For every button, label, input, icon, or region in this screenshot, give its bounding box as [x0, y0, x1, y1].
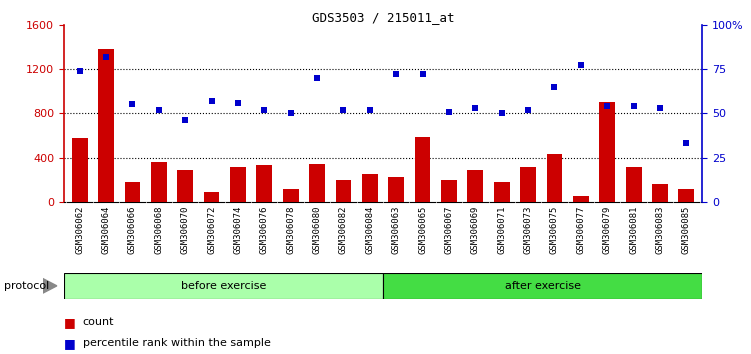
Point: [469, 105, 481, 111]
Point: [628, 103, 640, 109]
Point: [152, 107, 164, 113]
Point: [602, 103, 614, 109]
Text: GSM306062: GSM306062: [75, 205, 84, 253]
Point: [443, 109, 455, 114]
Bar: [626, 167, 641, 202]
Text: ■: ■: [64, 337, 76, 350]
Point: [654, 105, 666, 111]
Text: GSM306065: GSM306065: [418, 205, 427, 253]
Text: after exercise: after exercise: [505, 281, 581, 291]
Text: GSM306081: GSM306081: [629, 205, 638, 253]
Text: GSM306066: GSM306066: [128, 205, 137, 253]
Bar: [547, 154, 562, 202]
Text: GSM306072: GSM306072: [207, 205, 216, 253]
Text: ■: ■: [64, 316, 76, 329]
Text: GSM306068: GSM306068: [154, 205, 163, 253]
Point: [391, 72, 403, 77]
Point: [179, 118, 192, 123]
Bar: [230, 167, 246, 202]
Text: percentile rank within the sample: percentile rank within the sample: [83, 338, 270, 348]
Text: GSM306069: GSM306069: [471, 205, 480, 253]
Text: GSM306063: GSM306063: [392, 205, 401, 253]
Bar: [362, 174, 378, 202]
Bar: [441, 180, 457, 202]
Point: [548, 84, 560, 90]
Text: GSM306073: GSM306073: [523, 205, 532, 253]
Point: [496, 110, 508, 116]
Text: GSM306082: GSM306082: [339, 205, 348, 253]
Point: [417, 72, 429, 77]
Point: [363, 107, 376, 113]
Bar: [494, 182, 510, 202]
Bar: [467, 170, 483, 202]
Text: GDS3503 / 215011_at: GDS3503 / 215011_at: [312, 11, 454, 24]
FancyBboxPatch shape: [64, 273, 383, 299]
Point: [206, 98, 218, 104]
Bar: [388, 177, 404, 202]
Text: GSM306084: GSM306084: [365, 205, 374, 253]
Bar: [652, 184, 668, 202]
Text: GSM306079: GSM306079: [603, 205, 612, 253]
Text: GSM306071: GSM306071: [497, 205, 506, 253]
Bar: [204, 192, 219, 202]
Point: [311, 75, 323, 81]
FancyBboxPatch shape: [383, 273, 702, 299]
Bar: [309, 164, 325, 202]
Text: before exercise: before exercise: [181, 281, 266, 291]
Point: [258, 107, 270, 113]
Bar: [98, 49, 114, 202]
Text: protocol: protocol: [4, 281, 49, 291]
Bar: [520, 167, 536, 202]
Text: GSM306067: GSM306067: [445, 205, 454, 253]
Point: [680, 141, 692, 146]
Text: count: count: [83, 317, 114, 327]
Bar: [72, 138, 88, 202]
Polygon shape: [43, 279, 57, 293]
Bar: [678, 188, 694, 202]
Point: [337, 107, 349, 113]
Bar: [336, 180, 351, 202]
Point: [575, 63, 587, 68]
Bar: [151, 162, 167, 202]
Bar: [256, 165, 272, 202]
Text: GSM306077: GSM306077: [576, 205, 585, 253]
Text: GSM306080: GSM306080: [312, 205, 321, 253]
Point: [74, 68, 86, 74]
Bar: [573, 196, 589, 202]
Point: [126, 102, 138, 107]
Point: [522, 107, 534, 113]
Bar: [125, 182, 140, 202]
Bar: [599, 102, 615, 202]
Text: GSM306078: GSM306078: [286, 205, 295, 253]
Point: [232, 100, 244, 105]
Text: GSM306085: GSM306085: [682, 205, 691, 253]
Text: GSM306064: GSM306064: [101, 205, 110, 253]
Text: GSM306075: GSM306075: [550, 205, 559, 253]
Bar: [415, 137, 430, 202]
Text: GSM306070: GSM306070: [181, 205, 190, 253]
Text: GSM306083: GSM306083: [656, 205, 665, 253]
Bar: [177, 170, 193, 202]
Bar: [283, 188, 299, 202]
Text: GSM306076: GSM306076: [260, 205, 269, 253]
Text: GSM306074: GSM306074: [234, 205, 243, 253]
Point: [285, 110, 297, 116]
Point: [100, 54, 112, 59]
